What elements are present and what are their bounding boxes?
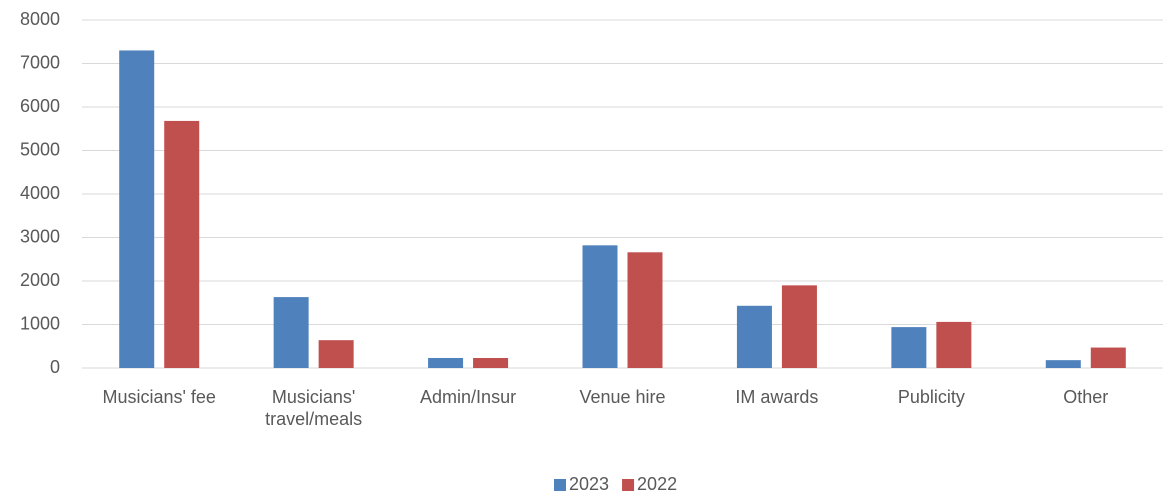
- bar: [1090, 347, 1126, 368]
- y-tick-label: 1000: [20, 313, 60, 333]
- bar: [119, 50, 155, 368]
- x-tick-label: Venue hire: [579, 387, 666, 407]
- x-tick-label: IM awards: [735, 387, 819, 407]
- y-tick-label: 8000: [20, 9, 60, 29]
- x-tick-label: Publicity: [897, 387, 965, 407]
- legend-label: 2022: [637, 474, 677, 494]
- y-tick-label: 6000: [20, 96, 60, 116]
- bar: [1045, 360, 1081, 368]
- bar: [781, 285, 817, 368]
- bar: [164, 120, 200, 368]
- legend-label: 2023: [569, 474, 609, 494]
- bar: [273, 297, 309, 368]
- y-tick-label: 5000: [20, 139, 60, 159]
- y-tick-label: 4000: [20, 183, 60, 203]
- y-tick-label: 7000: [20, 52, 60, 72]
- y-tick-label: 2000: [20, 270, 60, 290]
- x-tick-label: Admin/Insur: [420, 387, 517, 407]
- x-tick-label: Musicians' fee: [102, 387, 216, 407]
- x-tick-label: Other: [1063, 387, 1109, 407]
- bar: [736, 305, 772, 368]
- y-tick-label: 3000: [20, 226, 60, 246]
- bar: [318, 340, 354, 368]
- bar: [582, 245, 618, 368]
- legend-swatch: [554, 479, 566, 491]
- legend-swatch: [622, 479, 635, 491]
- y-tick-label: 0: [50, 357, 60, 377]
- bar: [473, 357, 509, 368]
- bar: [936, 321, 972, 368]
- x-tick-label: Musicians' travel/meals: [265, 387, 363, 429]
- bar: [627, 252, 663, 368]
- bar: [891, 327, 927, 368]
- bar: [428, 357, 464, 368]
